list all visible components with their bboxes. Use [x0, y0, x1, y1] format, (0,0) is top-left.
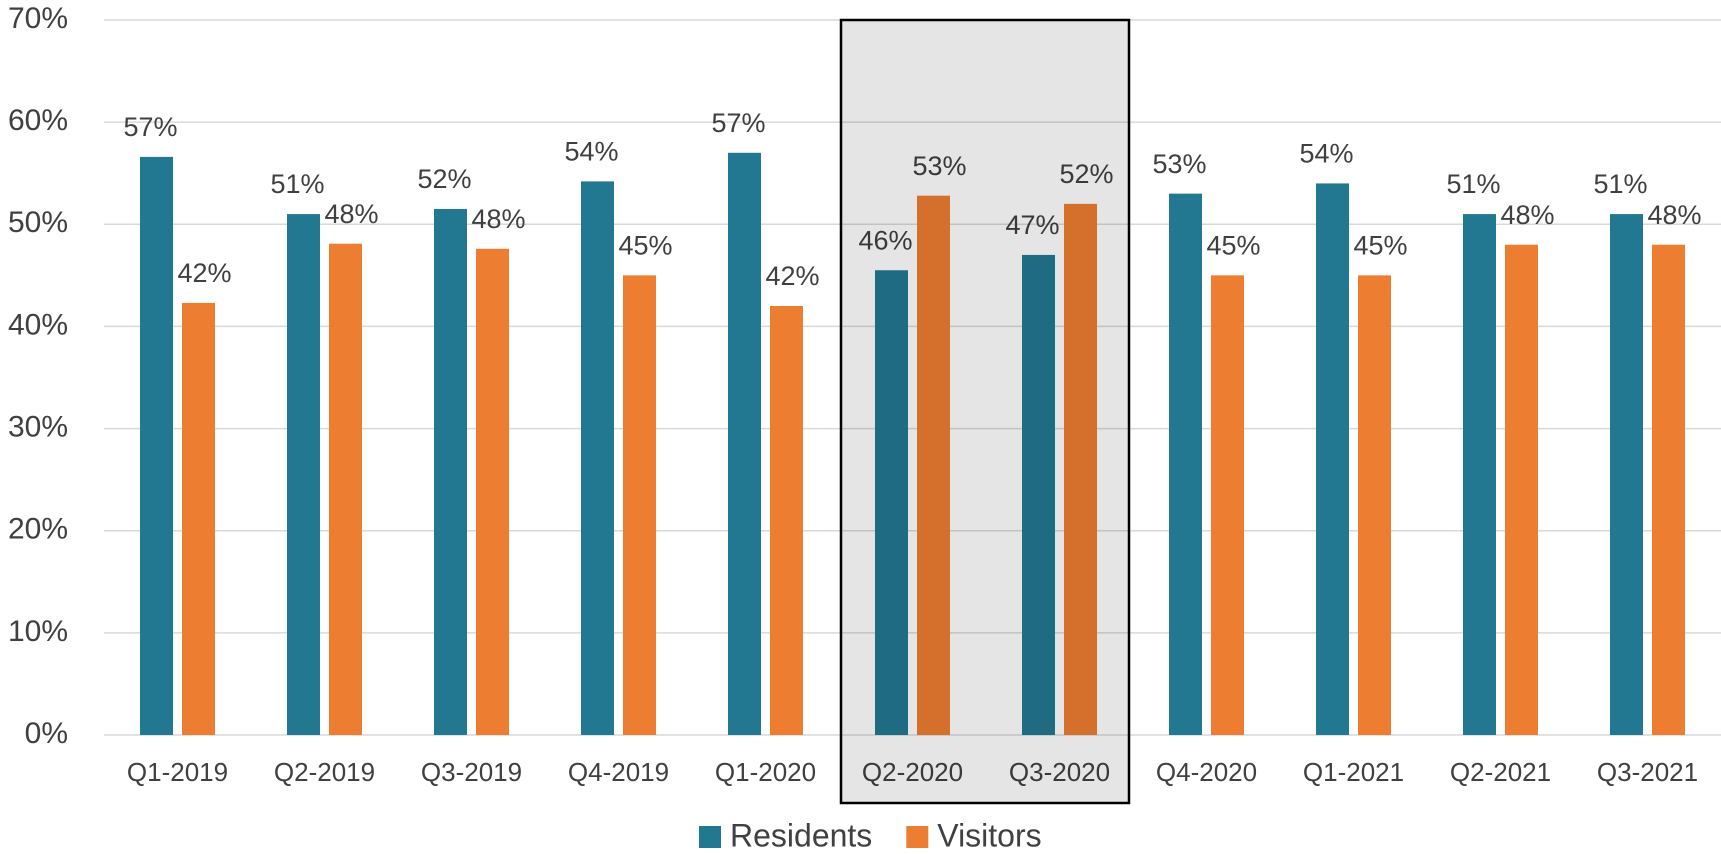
bar [623, 275, 656, 735]
x-tick-label: Q1-2020 [715, 757, 816, 787]
x-tick-label: Q4-2019 [568, 757, 669, 787]
bar [1064, 203, 1097, 735]
bar [770, 306, 803, 735]
data-label: 42% [765, 261, 819, 291]
bar [728, 152, 761, 736]
bar [1505, 244, 1538, 735]
bar [1463, 214, 1496, 736]
bar [329, 243, 362, 735]
data-label: 52% [417, 164, 471, 194]
highlight-box [839, 18, 1131, 805]
data-label: 57% [711, 108, 765, 138]
bar [1022, 254, 1055, 735]
x-tick-label: Q2-2021 [1450, 757, 1551, 787]
legend-label: Residents [730, 817, 872, 853]
data-label: 46% [858, 225, 912, 255]
x-tick-label: Q1-2021 [1303, 757, 1404, 787]
legend-label: Visitors [937, 817, 1041, 853]
data-label: 51% [1446, 169, 1500, 199]
legend-swatch [906, 826, 929, 848]
data-label: 51% [1593, 169, 1647, 199]
data-label: 48% [471, 204, 525, 234]
bar [875, 270, 908, 735]
bar [476, 248, 509, 736]
y-tick-label: 0% [25, 717, 68, 750]
bar [1316, 183, 1349, 735]
data-label: 53% [912, 151, 966, 181]
x-tick-label: Q2-2020 [862, 757, 963, 787]
y-tick-label: 10% [8, 615, 68, 648]
bar [182, 302, 215, 735]
data-label: 53% [1152, 149, 1206, 179]
x-tick-label: Q1-2019 [127, 757, 228, 787]
bar [1652, 244, 1685, 735]
data-label: 52% [1059, 159, 1113, 189]
data-label: 47% [1005, 210, 1059, 240]
x-tick-label: Q4-2020 [1156, 757, 1257, 787]
bar [140, 156, 173, 735]
bar [917, 195, 950, 735]
bar [581, 181, 614, 735]
y-tick-label: 20% [8, 513, 68, 546]
data-label: 45% [1353, 230, 1407, 260]
y-tick-label: 60% [8, 104, 68, 137]
bar [1211, 275, 1244, 735]
legend-swatch [699, 826, 721, 848]
data-label: 45% [618, 230, 672, 260]
x-tick-label: Q2-2019 [274, 757, 375, 787]
data-label: 42% [177, 258, 231, 288]
data-label: 51% [270, 169, 324, 199]
bar [1610, 214, 1643, 736]
bar [1358, 275, 1391, 735]
x-tick-label: Q3-2019 [421, 757, 522, 787]
data-label: 57% [123, 112, 177, 142]
bar [1169, 193, 1202, 736]
data-label: 48% [324, 199, 378, 229]
data-label: 54% [1299, 139, 1353, 169]
y-tick-label: 50% [8, 206, 68, 239]
x-tick-label: Q3-2021 [1597, 757, 1698, 787]
data-label: 48% [1647, 200, 1701, 230]
y-tick-label: 30% [8, 410, 68, 443]
bar [287, 214, 320, 736]
bar [434, 208, 467, 735]
y-tick-label: 70% [8, 2, 68, 35]
y-tick-label: 40% [8, 308, 68, 341]
x-tick-label: Q3-2020 [1009, 757, 1110, 787]
data-label: 48% [1500, 200, 1554, 230]
data-label: 54% [564, 137, 618, 167]
data-label: 45% [1206, 230, 1260, 260]
